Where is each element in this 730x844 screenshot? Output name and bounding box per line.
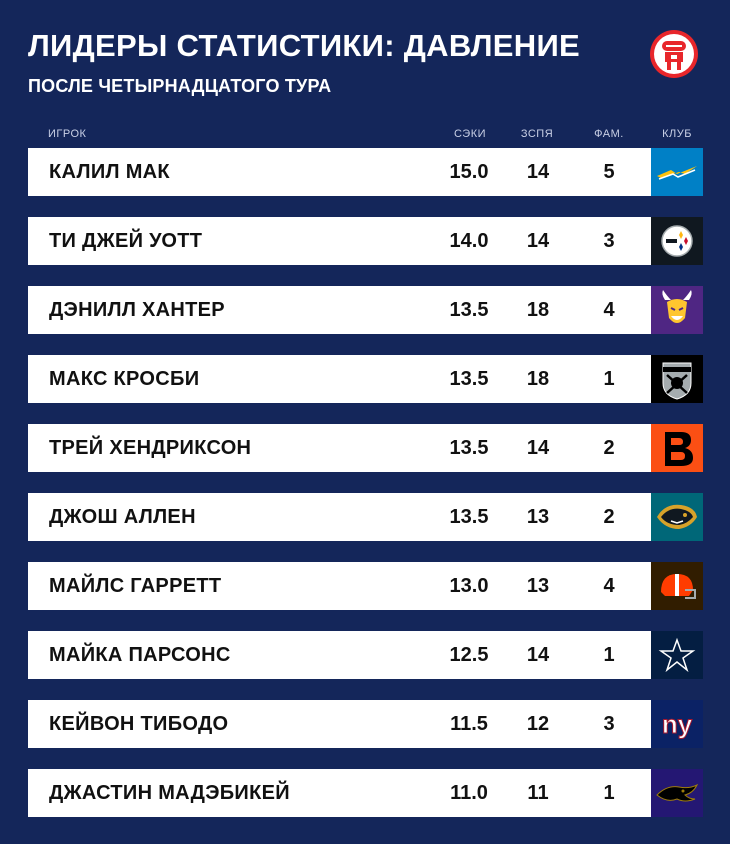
zspa-value: 12 (526, 713, 550, 735)
player-name: ДЖАСТИН МАДЭБИКЕЙ (49, 782, 290, 804)
zspa-value: 18 (526, 368, 550, 390)
brand-logo-icon (648, 28, 700, 80)
zspa-value: 13 (526, 575, 550, 597)
zspa-value: 14 (526, 437, 550, 459)
cowboys-logo-icon (651, 631, 703, 679)
table-row: КЕЙВОН ТИБОДО 11.5 12 3 ny (28, 700, 703, 748)
sacks-value: 13.5 (449, 299, 489, 321)
browns-logo-icon (651, 562, 703, 610)
sacks-value: 15.0 (449, 161, 489, 183)
column-header-player: ИГРОК (48, 128, 87, 140)
column-header-club: КЛУБ (662, 128, 692, 140)
fam-value: 2 (603, 506, 615, 528)
table-row: МАЙКА ПАРСОНС 12.5 14 1 (28, 631, 703, 679)
sacks-value: 14.0 (449, 230, 489, 252)
table-row: ТИ ДЖЕЙ УОТТ 14.0 14 3 (28, 217, 703, 265)
column-header-zspa: ЗСПЯ (520, 128, 554, 140)
table-header: ИГРОК СЭКИ ЗСПЯ ФАМ. КЛУБ (0, 128, 730, 142)
table-row: ДЭНИЛЛ ХАНТЕР 13.5 18 4 (28, 286, 703, 334)
player-name: МАЙЛС ГАРРЕТТ (49, 575, 222, 597)
zspa-value: 14 (526, 230, 550, 252)
chargers-logo-icon (651, 148, 703, 196)
zspa-value: 18 (526, 299, 550, 321)
zspa-value: 14 (526, 161, 550, 183)
bengals-logo-icon (651, 424, 703, 472)
player-name: ТРЕЙ ХЕНДРИКСОН (49, 437, 252, 459)
table-row: МАЙЛС ГАРРЕТТ 13.0 13 4 (28, 562, 703, 610)
player-name: ТИ ДЖЕЙ УОТТ (49, 230, 203, 252)
sacks-value: 12.5 (449, 644, 489, 666)
steelers-logo-icon (651, 217, 703, 265)
ravens-logo-icon (651, 769, 703, 817)
zspa-value: 13 (526, 506, 550, 528)
column-header-fam: ФАМ. (594, 128, 624, 140)
sacks-value: 11.5 (450, 713, 488, 735)
vikings-logo-icon (651, 286, 703, 334)
sacks-value: 13.5 (449, 437, 489, 459)
fam-value: 4 (603, 299, 615, 321)
player-name: КЕЙВОН ТИБОДО (49, 713, 229, 735)
raiders-logo-icon (651, 355, 703, 403)
fam-value: 2 (603, 437, 615, 459)
player-name: ДЭНИЛЛ ХАНТЕР (49, 299, 225, 321)
fam-value: 1 (603, 368, 615, 390)
zspa-value: 14 (526, 644, 550, 666)
giants-logo-icon: ny (651, 700, 703, 748)
player-name: МАЙКА ПАРСОНС (49, 644, 231, 666)
fam-value: 4 (603, 575, 615, 597)
fam-value: 1 (603, 782, 615, 804)
sacks-value: 13.5 (449, 506, 489, 528)
fam-value: 1 (603, 644, 615, 666)
player-name: ДЖОШ АЛЛЕН (49, 506, 196, 528)
table-row: КАЛИЛ МАК 15.0 14 5 (28, 148, 703, 196)
sacks-value: 13.5 (449, 368, 489, 390)
table-row: ТРЕЙ ХЕНДРИКСОН 13.5 14 2 (28, 424, 703, 472)
fam-value: 5 (603, 161, 615, 183)
svg-text:ny: ny (662, 709, 693, 739)
zspa-value: 11 (527, 782, 549, 804)
page-subtitle: ПОСЛЕ ЧЕТЫРНАДЦАТОГО ТУРА (28, 76, 332, 96)
jaguars-logo-icon (651, 493, 703, 541)
sacks-value: 13.0 (449, 575, 489, 597)
fam-value: 3 (603, 230, 615, 252)
page-title: ЛИДЕРЫ СТАТИСТИКИ: ДАВЛЕНИЕ (28, 28, 581, 63)
fam-value: 3 (603, 713, 615, 735)
table-row: ДЖОШ АЛЛЕН 13.5 13 2 (28, 493, 703, 541)
player-name: КАЛИЛ МАК (49, 161, 170, 183)
player-name: МАКС КРОСБИ (49, 368, 200, 390)
table-row: ДЖАСТИН МАДЭБИКЕЙ 11.0 11 1 (28, 769, 703, 817)
column-header-sacks: СЭКИ (453, 128, 487, 140)
sacks-value: 11.0 (450, 782, 488, 804)
table-row: МАКС КРОСБИ 13.5 18 1 (28, 355, 703, 403)
